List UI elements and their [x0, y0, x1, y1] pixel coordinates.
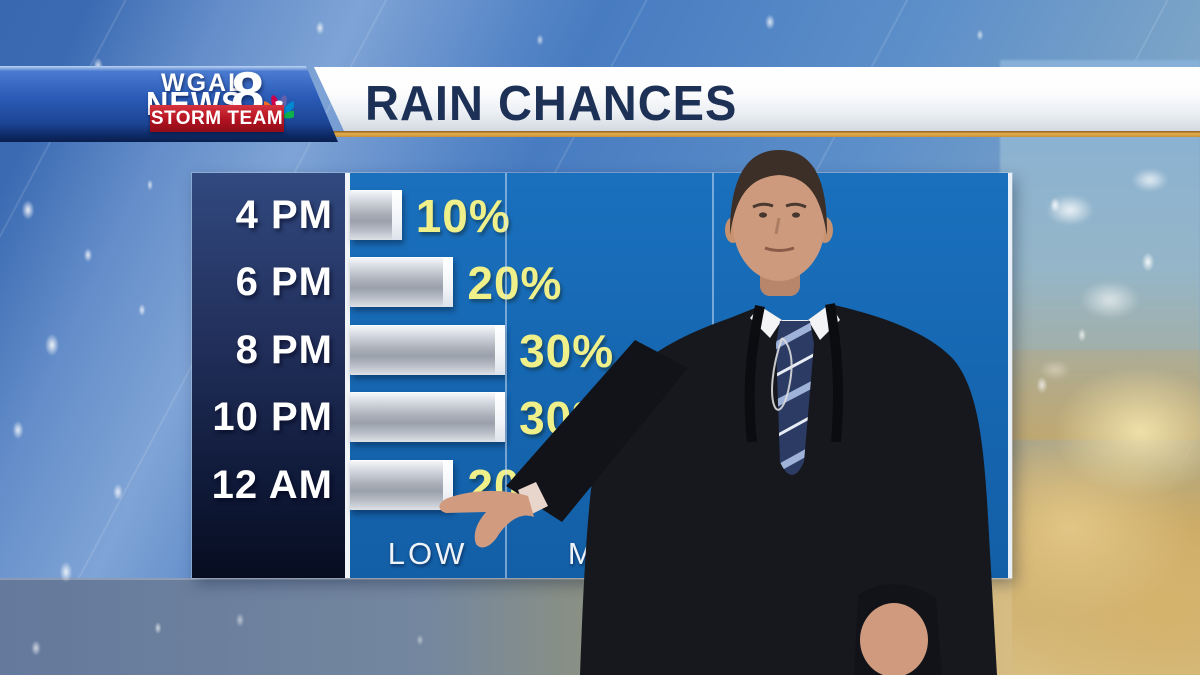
banner-gold-underline: [330, 131, 1200, 137]
time-label: 8 PM: [235, 327, 333, 372]
weatherman-head: [725, 150, 833, 281]
storm-team-label: STORM TEAM: [150, 107, 284, 129]
time-column: 4 PM 6 PM 8 PM 10 PM 12 AM: [192, 173, 345, 578]
time-label: 4 PM: [235, 193, 333, 237]
weatherman: [439, 150, 997, 675]
time-label: 6 PM: [235, 260, 333, 305]
storm-team-band: STORM TEAM: [150, 105, 284, 132]
time-label: 10 PM: [212, 395, 333, 440]
page-title: RAIN CHANCES: [365, 75, 738, 131]
pointing-hand: [439, 490, 534, 548]
time-label: 12 AM: [211, 462, 333, 507]
rain-chance-bar: [350, 190, 402, 240]
station-logo: WGAL NEWS 8 STORM TEAM: [0, 60, 338, 142]
golden-clouds: [1002, 350, 1200, 675]
right-hand: [860, 603, 928, 675]
